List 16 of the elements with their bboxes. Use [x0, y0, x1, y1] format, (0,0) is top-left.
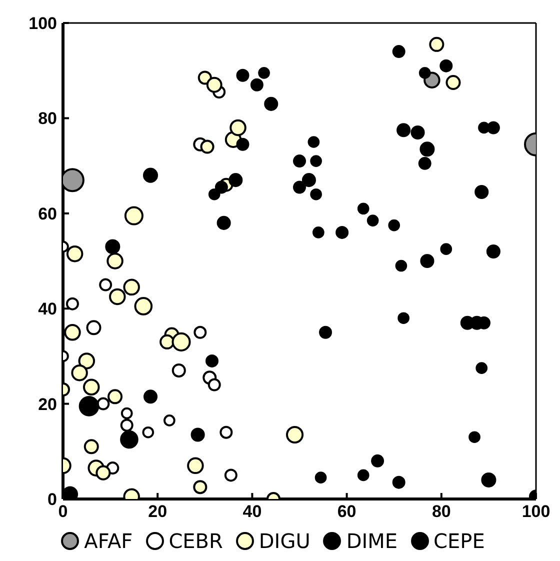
y-tick-label: 100	[28, 14, 57, 34]
y-tick-label: 20	[38, 394, 57, 414]
legend-label: AFAF	[84, 529, 133, 553]
y-tick-label: 60	[38, 204, 57, 224]
x-tick-label: 60	[337, 502, 356, 522]
y-tick-label: 80	[38, 109, 57, 128]
y-tick-label: 40	[38, 300, 57, 319]
legend-label: DIGU	[258, 529, 310, 553]
legend-label: CEPE	[434, 529, 485, 553]
x-tick-label: 20	[148, 502, 168, 522]
x-tick-label: 40	[242, 502, 262, 522]
legend-label: DIME	[346, 529, 398, 553]
legend-label: CEBR	[168, 529, 223, 553]
x-tick-label: 100	[522, 502, 550, 522]
y-tick-label: 0	[48, 490, 57, 510]
x-tick-label: 80	[432, 502, 451, 522]
